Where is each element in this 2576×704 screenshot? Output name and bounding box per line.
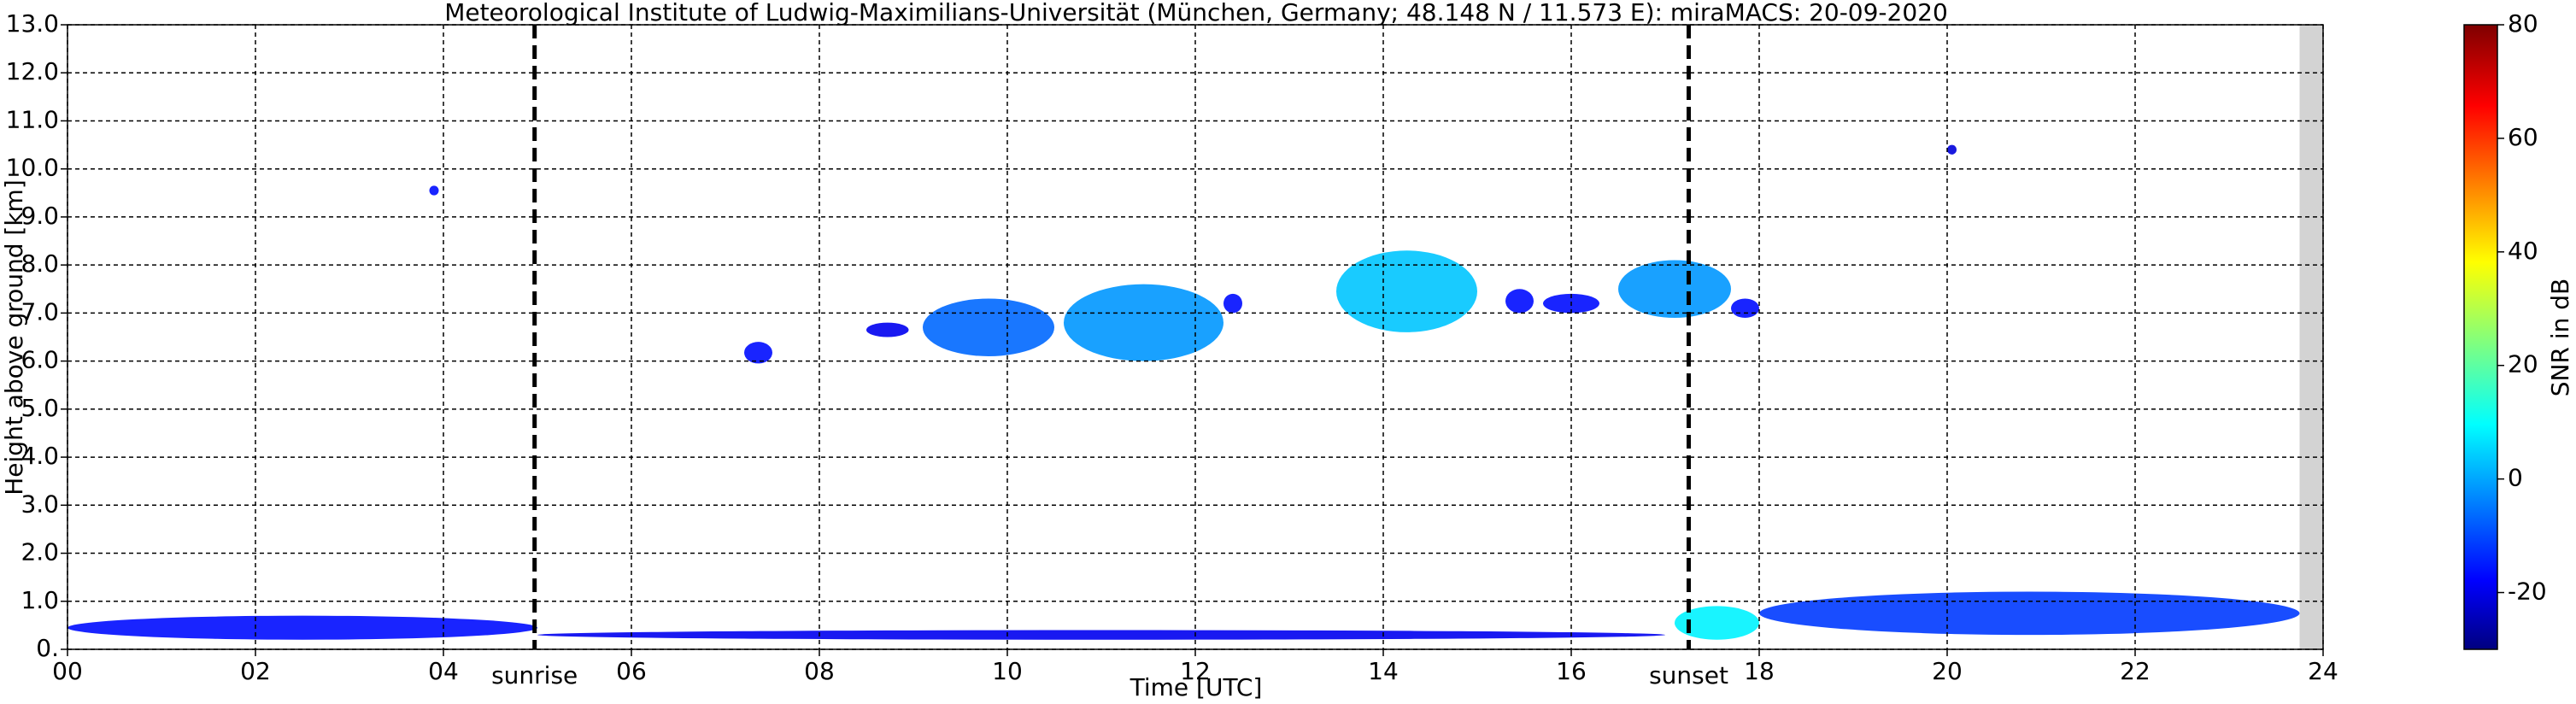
y-tick-label: 9.0 [21, 202, 59, 230]
y-tick-label: 13.0 [6, 9, 59, 38]
y-tick-label: 2.0 [21, 538, 59, 566]
radar-echo [1618, 260, 1731, 319]
x-axis-label: Time [UTC] [1130, 673, 1263, 701]
x-tick-label: 16 [1556, 657, 1587, 685]
colorbar-tick-label: 60 [2508, 123, 2538, 151]
radar-echo [1731, 298, 1759, 319]
radar-echo [923, 298, 1054, 356]
y-tick-label: 10.0 [6, 154, 59, 182]
radar-echo [1947, 144, 1957, 155]
colorbar-tick-label: 80 [2508, 9, 2538, 38]
y-tick-label: 3.0 [21, 490, 59, 518]
radar-echo [1505, 289, 1534, 314]
radar-echo [866, 322, 909, 337]
x-tick-label: 02 [240, 657, 271, 685]
x-tick-label: 04 [428, 657, 459, 685]
x-tick-label: 20 [1932, 657, 1963, 685]
radar-echo [67, 615, 537, 640]
colorbar-label: SNR in dB [2546, 279, 2574, 396]
y-tick-label: 0. [36, 634, 59, 662]
y-tick-label: 11.0 [6, 105, 59, 133]
colorbar-tick-label: 20 [2508, 350, 2538, 378]
event-label: sunrise [491, 661, 578, 689]
x-tick-label: 10 [992, 657, 1023, 685]
x-tick-label: 00 [52, 657, 83, 685]
radar-echo [429, 185, 439, 196]
x-tick-label: 24 [2308, 657, 2338, 685]
colorbar-tick-label: -20 [2508, 578, 2547, 606]
radar-echo [1759, 591, 2300, 636]
y-tick-label: 1.0 [21, 586, 59, 614]
radar-echo [1675, 606, 1759, 640]
x-tick-label: 14 [1368, 657, 1399, 685]
event-label: sunset [1649, 661, 1728, 689]
radar-echo [1223, 293, 1242, 314]
plot-frame [67, 24, 2324, 650]
no-data-region [2299, 25, 2323, 649]
radar-echo [1064, 284, 1223, 361]
radar-echo [744, 342, 772, 364]
chart-title: Meteorological Institute of Ludwig-Maxim… [444, 0, 1948, 26]
y-tick-label: 8.0 [21, 249, 59, 278]
radar-echo [537, 630, 1665, 640]
colorbar-tick-label: 40 [2508, 237, 2538, 265]
y-tick-label: 5.0 [21, 394, 59, 422]
colorbar-tick-label: 0 [2508, 464, 2523, 492]
radar-echo [1336, 250, 1477, 332]
x-tick-label: 18 [1744, 657, 1775, 685]
y-tick-label: 4.0 [21, 442, 59, 470]
y-tick-label: 6.0 [21, 346, 59, 374]
x-tick-label: 22 [2120, 657, 2151, 685]
colorbar [2463, 24, 2498, 650]
y-tick-label: 7.0 [21, 297, 59, 326]
x-tick-label: 08 [804, 657, 835, 685]
y-tick-label: 12.0 [6, 57, 59, 85]
x-tick-label: 06 [616, 657, 647, 685]
y-axis-label: Height above ground [km] [0, 179, 28, 496]
x-tick-label: 12 [1180, 657, 1211, 685]
